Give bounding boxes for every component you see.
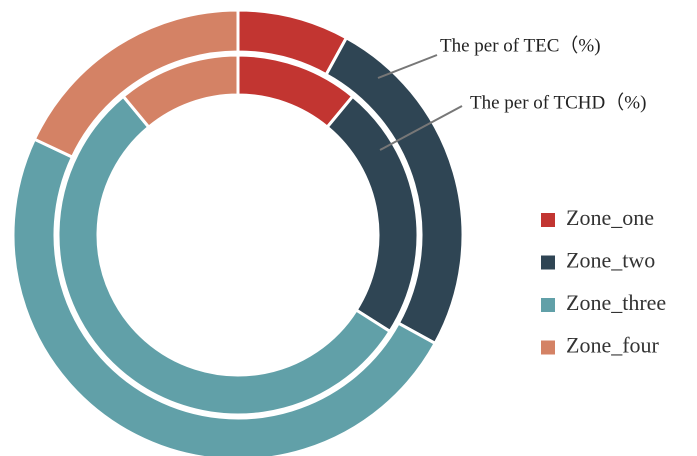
donut-segment bbox=[32, 8, 240, 160]
legend-swatch bbox=[541, 340, 555, 355]
donut-segment bbox=[11, 137, 438, 456]
legend-swatch bbox=[541, 298, 555, 312]
legend-label: Zone_four bbox=[566, 333, 660, 358]
legend-label: Zone_three bbox=[566, 290, 666, 315]
leader-line bbox=[379, 105, 463, 151]
legend-label: Zone_one bbox=[566, 205, 654, 230]
legend-swatch bbox=[541, 255, 555, 270]
legend-label: Zone_two bbox=[566, 248, 655, 273]
series-label: The per of TCHD（%) bbox=[470, 91, 646, 113]
donut-segment bbox=[56, 94, 393, 417]
donut-segment bbox=[121, 53, 240, 130]
legend-swatch bbox=[541, 213, 555, 227]
series-label: The per of TEC（%) bbox=[440, 34, 601, 56]
leader-line bbox=[377, 54, 438, 79]
